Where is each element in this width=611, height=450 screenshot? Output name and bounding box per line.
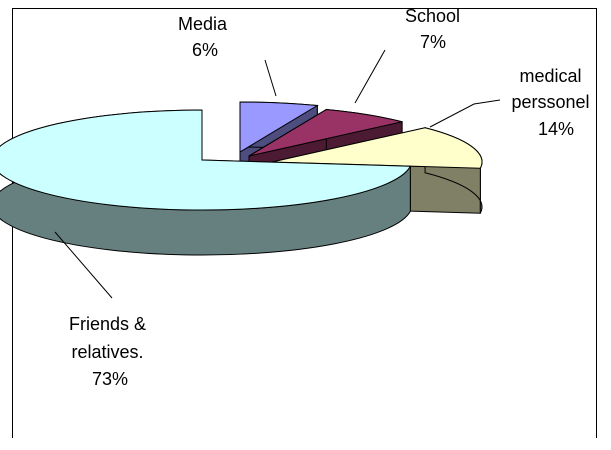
slice-label-friends: Friends & relatives. 73% bbox=[69, 314, 151, 389]
slice-media bbox=[239, 101, 319, 153]
slice-medical bbox=[271, 127, 483, 169]
leader-media bbox=[264, 59, 277, 97]
leader-friends bbox=[54, 231, 113, 299]
leader-school bbox=[354, 49, 386, 104]
slice-label-media: Media 6% bbox=[178, 14, 232, 60]
slice-label-school: School 7% bbox=[405, 6, 465, 52]
slice-school bbox=[248, 108, 403, 157]
slice-friends bbox=[0, 109, 412, 211]
slice-label-medical: medical perssonel 14% bbox=[511, 66, 594, 139]
leader-medical bbox=[429, 99, 501, 128]
